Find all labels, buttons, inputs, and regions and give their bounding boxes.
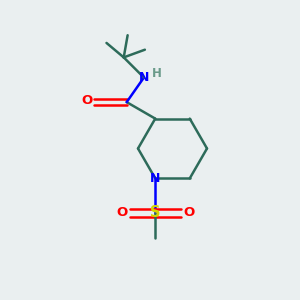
Text: N: N <box>139 71 149 84</box>
Text: O: O <box>81 94 93 107</box>
Text: O: O <box>183 206 194 219</box>
Text: O: O <box>116 206 127 219</box>
Text: N: N <box>150 172 160 185</box>
Text: H: H <box>152 67 162 80</box>
Text: S: S <box>150 206 160 220</box>
